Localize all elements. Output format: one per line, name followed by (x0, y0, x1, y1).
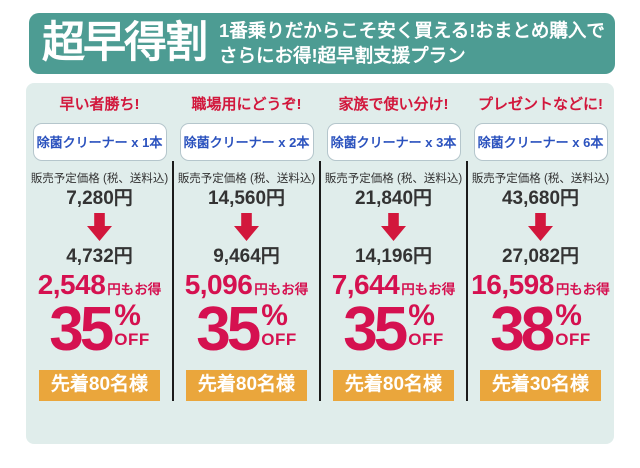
down-arrow-icon (26, 213, 173, 242)
header-badge: 超早得割 (42, 19, 208, 67)
original-price: 14,560円 (207, 187, 286, 209)
percent-sign-off: % OFF (408, 298, 444, 350)
sale-price: 4,732円 (66, 246, 133, 268)
savings-line: 2,548 円もお得 (26, 269, 173, 301)
percent-sign: % (555, 298, 582, 332)
price-label: 販売予定価格 (税、送料込) (30, 172, 169, 185)
percent-number: 35 (196, 294, 261, 364)
original-price: 43,680円 (501, 187, 580, 209)
product-label: 除菌クリーナー x 1本 (36, 134, 163, 150)
limit-badge: 先着80名様 (185, 369, 308, 401)
product-box: 除菌クリーナー x 2本 (179, 122, 314, 161)
plans-panel: 早い者勝ち! 除菌クリーナー x 1本 販売予定価格 (税、送料込) 7,280… (26, 83, 614, 444)
original-price: 21,840円 (354, 187, 433, 209)
plan-tagline: 職場用にどうぞ! (191, 96, 302, 113)
savings-suffix: 円もお得 (254, 282, 309, 298)
plan-column-4: プレゼントなどに! 除菌クリーナー x 6本 販売予定価格 (税、送料込) 43… (467, 83, 614, 444)
down-arrow-icon (467, 213, 614, 242)
down-arrow-icon (173, 213, 320, 242)
off-label: OFF (408, 330, 444, 350)
product-label: 除菌クリーナー x 6本 (477, 134, 604, 150)
price-label: 販売予定価格 (税、送料込) (324, 172, 463, 185)
percent-sign-off: % OFF (261, 298, 297, 350)
header-text: 1番乗りだからこそ安く買える!おまとめ購入で さらにお得!超早割支援プラン (219, 19, 605, 68)
savings-line: 5,096 円もお得 (173, 269, 320, 301)
header-line1: 1番乗りだからこそ安く買える!おまとめ購入で (219, 20, 605, 42)
percent-number: 35 (343, 294, 408, 364)
down-arrow-icon (320, 213, 467, 242)
plan-column-1: 早い者勝ち! 除菌クリーナー x 1本 販売予定価格 (税、送料込) 7,280… (26, 83, 173, 444)
sale-price: 9,464円 (213, 246, 280, 268)
product-label: 除菌クリーナー x 3本 (330, 134, 457, 150)
percent-sign: % (408, 298, 435, 332)
savings-suffix: 円もお得 (401, 282, 456, 298)
plan-column-3: 家族で使い分け! 除菌クリーナー x 3本 販売予定価格 (税、送料込) 21,… (320, 83, 467, 444)
sale-price: 27,082円 (501, 246, 580, 268)
savings-suffix: 円もお得 (555, 282, 610, 298)
plan-column-2: 職場用にどうぞ! 除菌クリーナー x 2本 販売予定価格 (税、送料込) 14,… (173, 83, 320, 444)
original-price: 7,280円 (66, 187, 133, 209)
plan-tagline: プレゼントなどに! (478, 96, 603, 113)
discount-percent: 35 % OFF (26, 294, 173, 364)
header-banner: 超早得割 1番乗りだからこそ安く買える!おまとめ購入で さらにお得!超早割支援プ… (29, 13, 615, 74)
plan-tagline: 早い者勝ち! (59, 96, 140, 113)
product-box: 除菌クリーナー x 1本 (32, 122, 167, 161)
percent-sign-off: % OFF (555, 298, 591, 350)
limit-badge: 先着80名様 (38, 369, 161, 401)
percent-sign: % (261, 298, 288, 332)
discount-percent: 35 % OFF (320, 294, 467, 364)
savings-amount: 16,598 (471, 269, 554, 301)
off-label: OFF (555, 330, 591, 350)
savings-line: 7,644 円もお得 (320, 269, 467, 301)
limit-badge: 先着80名様 (332, 369, 455, 401)
savings-suffix: 円もお得 (107, 282, 162, 298)
price-label: 販売予定価格 (税、送料込) (177, 172, 316, 185)
percent-sign-off: % OFF (114, 298, 150, 350)
percent-sign: % (114, 298, 141, 332)
product-box: 除菌クリーナー x 3本 (326, 122, 461, 161)
percent-number: 35 (49, 294, 114, 364)
sale-price: 14,196円 (354, 246, 433, 268)
column-divider (171, 161, 175, 401)
plan-tagline: 家族で使い分け! (338, 96, 449, 113)
column-divider (318, 161, 322, 401)
savings-amount: 2,548 (37, 269, 106, 301)
savings-line: 16,598 円もお得 (467, 269, 614, 301)
off-label: OFF (261, 330, 297, 350)
percent-number: 38 (490, 294, 555, 364)
limit-badge: 先着30名様 (479, 369, 602, 401)
column-divider (465, 161, 469, 401)
discount-percent: 35 % OFF (173, 294, 320, 364)
header-line2: さらにお得!超早割支援プラン (219, 44, 466, 66)
price-label: 販売予定価格 (税、送料込) (471, 172, 610, 185)
savings-amount: 5,096 (184, 269, 253, 301)
product-box: 除菌クリーナー x 6本 (473, 122, 608, 161)
savings-amount: 7,644 (331, 269, 400, 301)
off-label: OFF (114, 330, 150, 350)
product-label: 除菌クリーナー x 2本 (183, 134, 310, 150)
discount-percent: 38 % OFF (467, 294, 614, 364)
